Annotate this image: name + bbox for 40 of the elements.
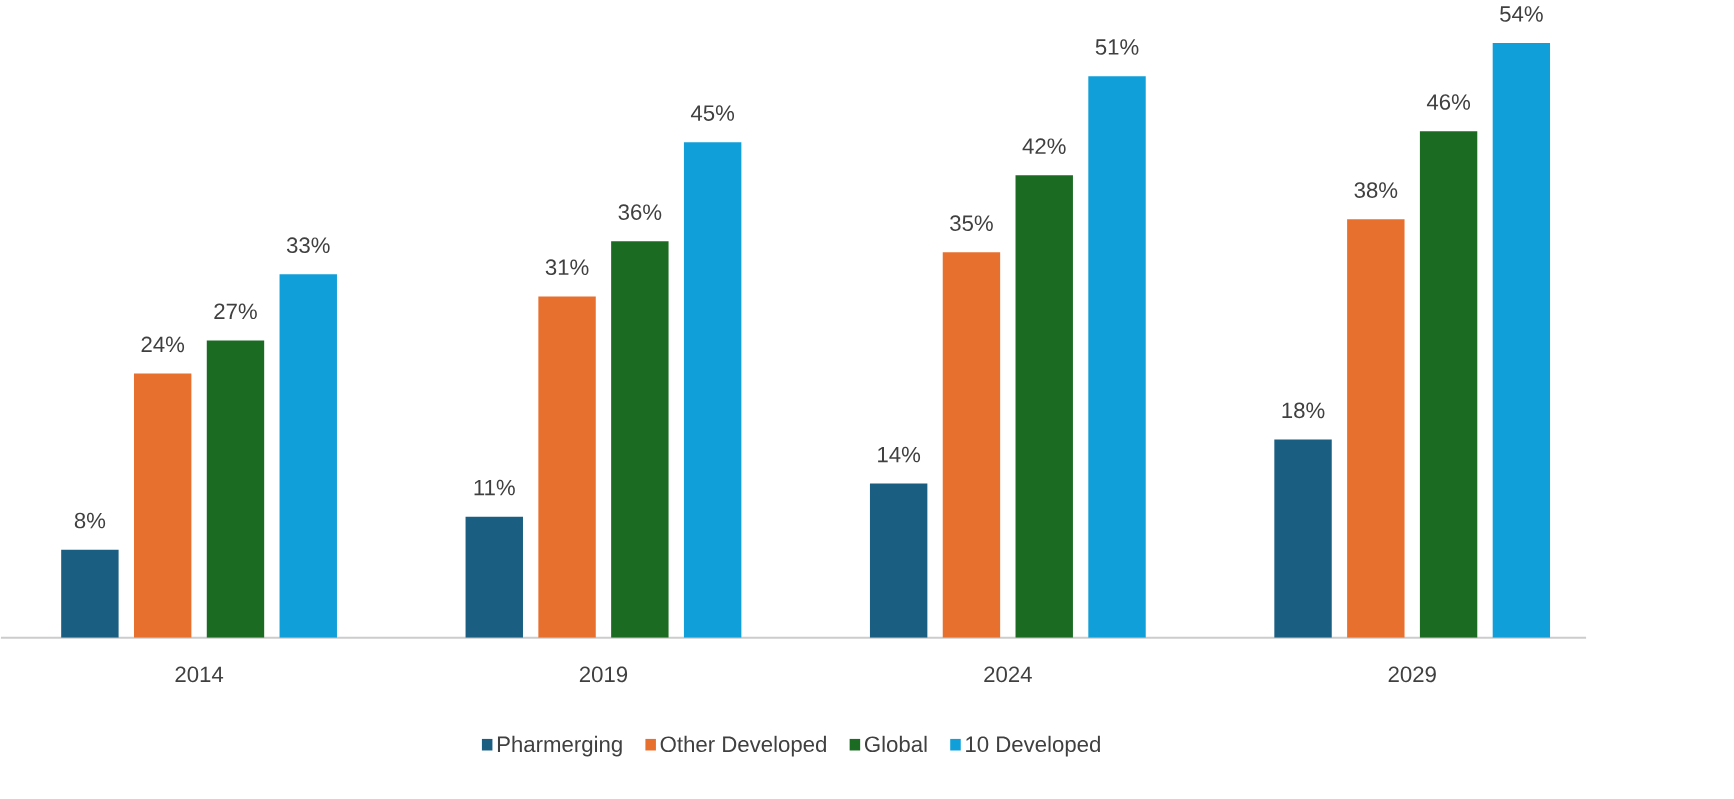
bar bbox=[538, 296, 596, 639]
bar bbox=[683, 142, 742, 639]
bar bbox=[279, 274, 337, 639]
data-label: 45% bbox=[690, 105, 735, 122]
bar bbox=[1492, 43, 1551, 639]
bar bbox=[1015, 175, 1073, 639]
bar bbox=[1274, 439, 1332, 639]
bar bbox=[1419, 131, 1478, 639]
data-label: 24% bbox=[141, 336, 185, 353]
data-label: 18% bbox=[1282, 402, 1325, 419]
data-label: 8% bbox=[74, 512, 106, 529]
data-label: 42% bbox=[1022, 138, 1066, 155]
legend-label: 10 Developed bbox=[966, 736, 1100, 757]
bar bbox=[133, 373, 192, 639]
bar bbox=[465, 516, 523, 639]
data-label: 11% bbox=[474, 480, 515, 496]
data-label: 35% bbox=[950, 215, 993, 232]
legend-label: Other Developed bbox=[660, 736, 826, 757]
legend-label: Pharmerging bbox=[497, 736, 622, 757]
bar bbox=[61, 549, 119, 639]
data-label: 27% bbox=[214, 303, 257, 320]
data-label: 33% bbox=[286, 237, 330, 254]
bar bbox=[869, 483, 928, 639]
data-label: 38% bbox=[1354, 182, 1398, 199]
data-label: 51% bbox=[1095, 39, 1139, 56]
x-tick-label: 2024 bbox=[984, 666, 1032, 683]
x-tick-label: 2014 bbox=[175, 666, 224, 683]
legend-label: Global bbox=[864, 736, 927, 753]
bar bbox=[611, 241, 669, 639]
data-label: 54% bbox=[1500, 6, 1543, 22]
x-tick-label: 2029 bbox=[1388, 666, 1436, 683]
x-tick-label: 2019 bbox=[579, 666, 628, 683]
bar bbox=[1347, 219, 1405, 639]
data-label: 31% bbox=[545, 259, 589, 276]
data-label: 46% bbox=[1426, 94, 1471, 111]
bar bbox=[942, 252, 1001, 639]
data-label: 14% bbox=[878, 446, 921, 463]
bar bbox=[1088, 76, 1146, 639]
data-label: 36% bbox=[618, 204, 662, 221]
bar bbox=[206, 340, 265, 639]
